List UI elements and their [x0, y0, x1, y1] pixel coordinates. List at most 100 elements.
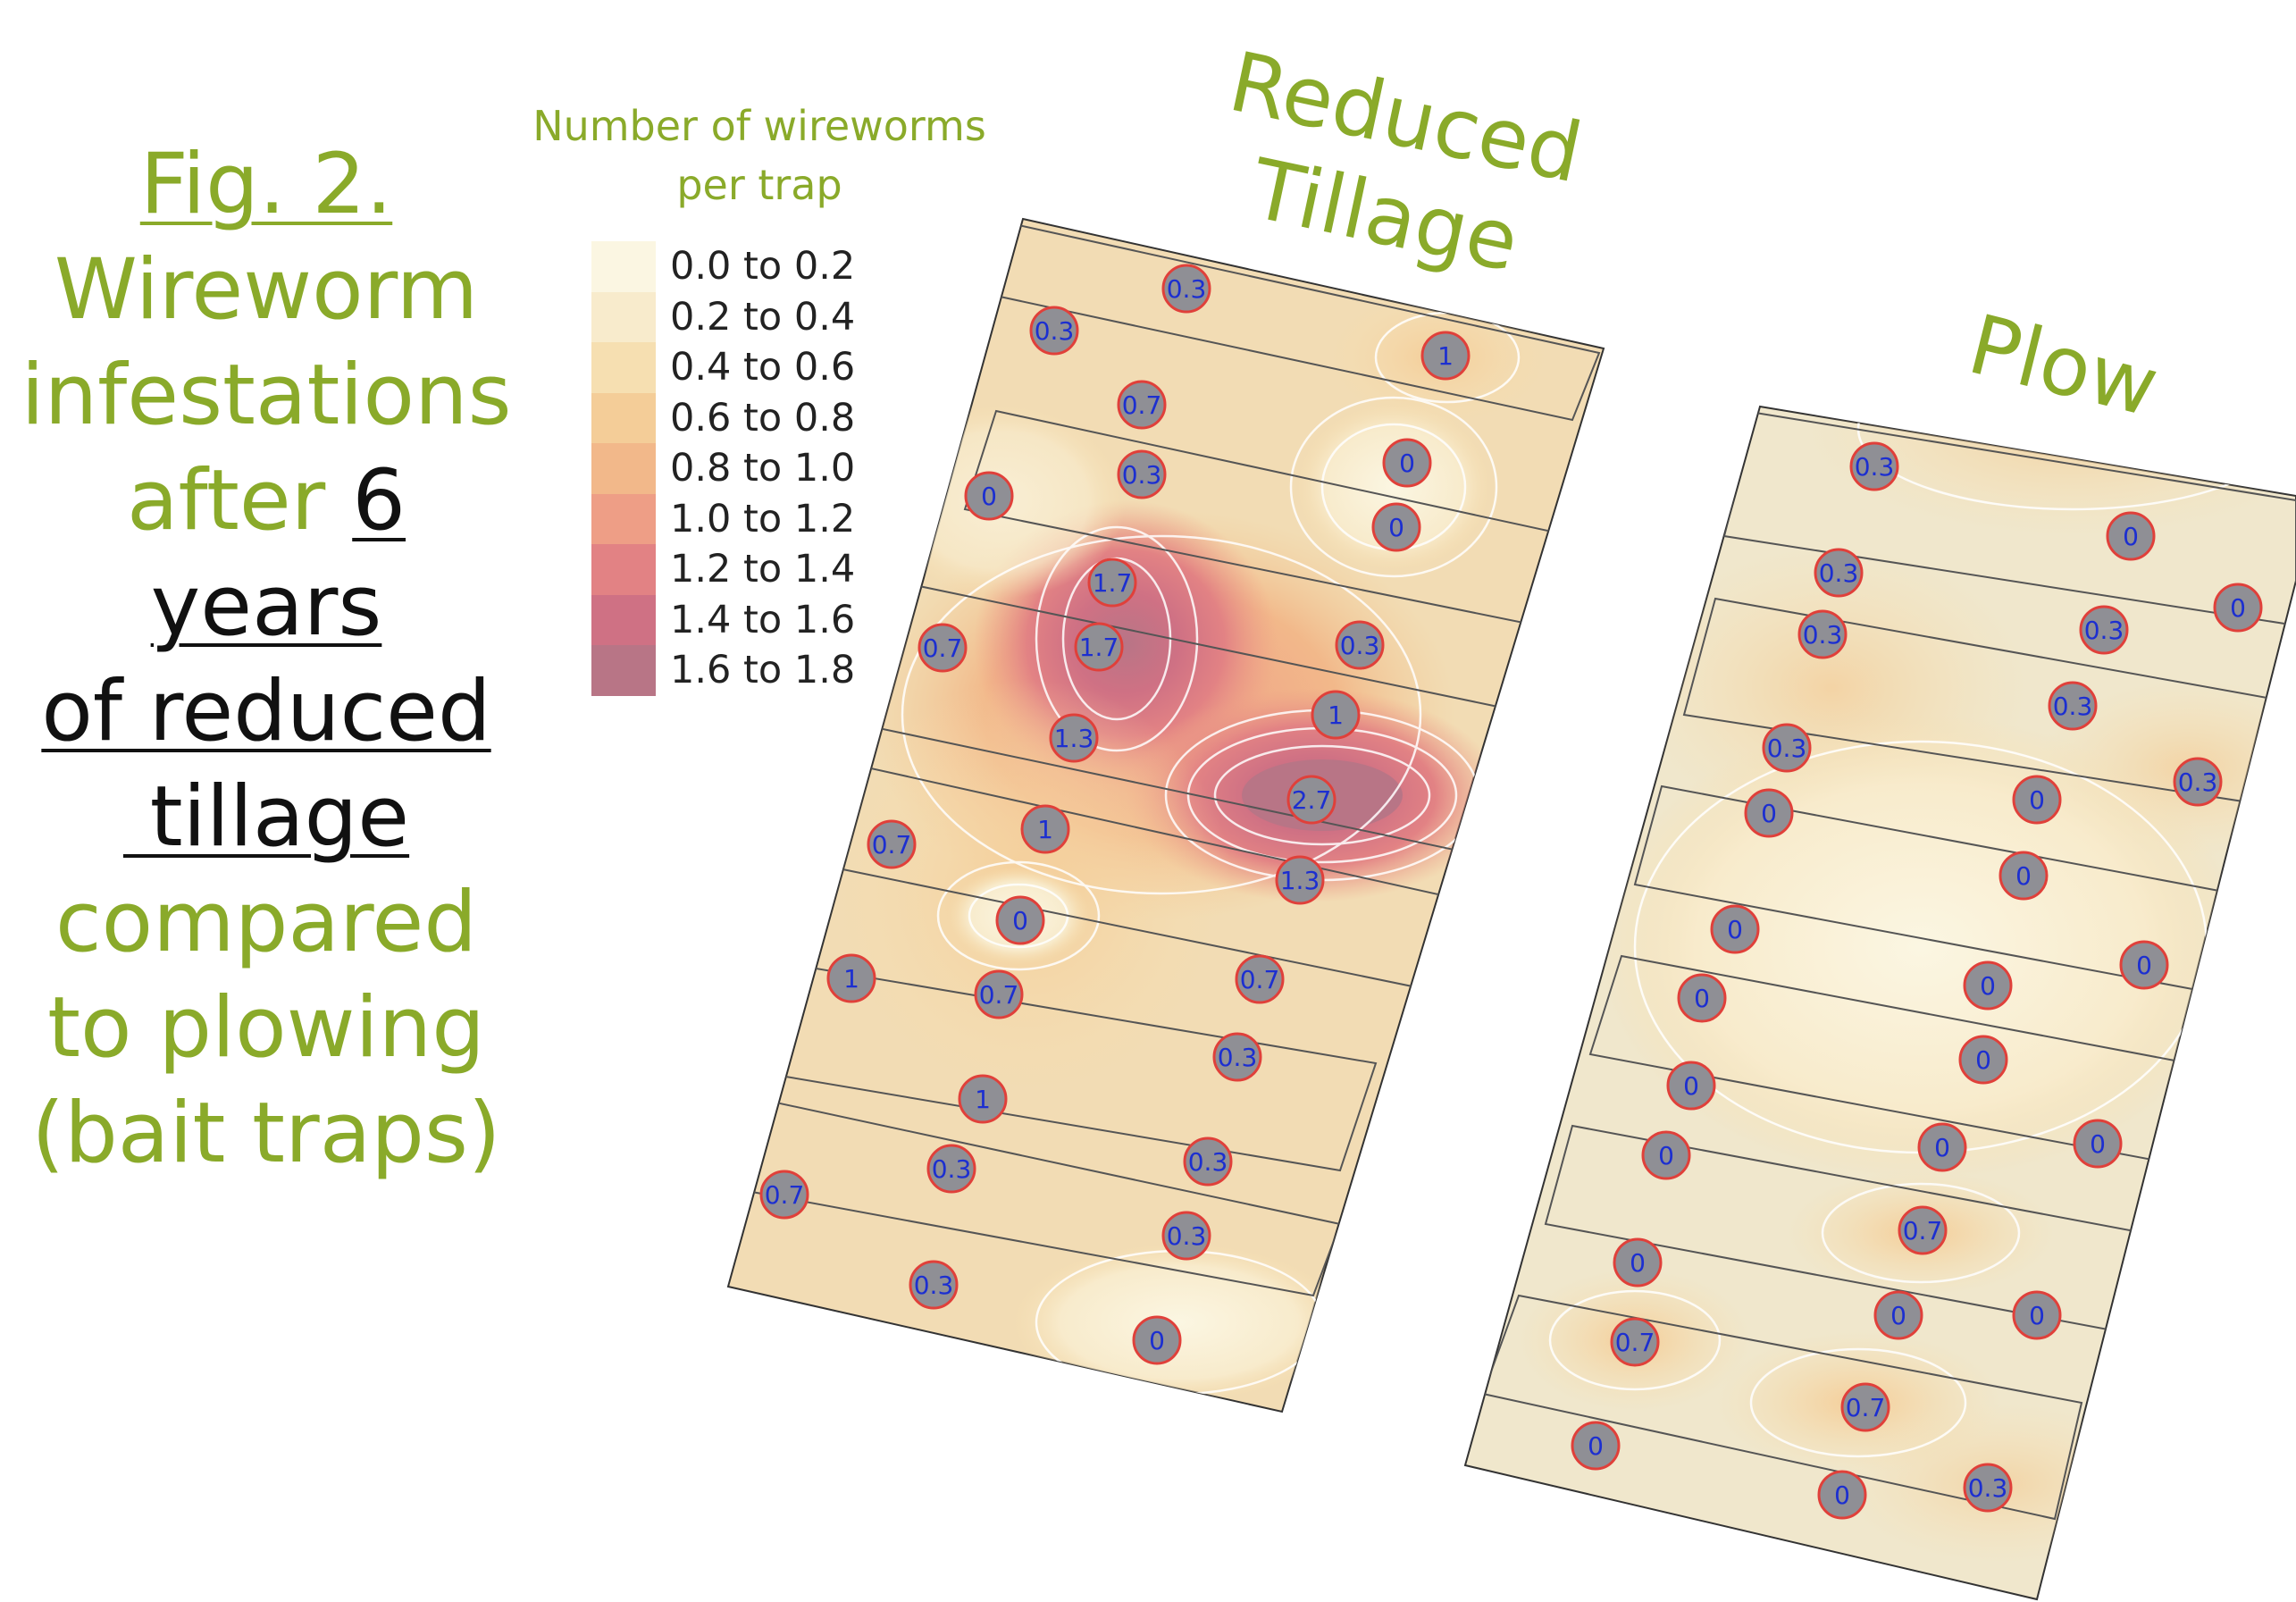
trap-count-label: 0: [1761, 799, 1777, 828]
legend-entry: 1.4 to 1.6: [591, 594, 856, 645]
reduced-tillage-map: 0.3 0.3 1 0.7 0.3 0 0 0 1.7 1.7 0.3 0.7 1 1.3 2.7 0.7 1 1…: [726, 217, 1605, 1413]
trap-marker: [1087, 558, 1137, 608]
trap-count-label: 0: [2230, 593, 2246, 623]
trap-marker: [2173, 757, 2223, 807]
trap-marker: [1849, 441, 1899, 491]
trap-count-label: 2.7: [1292, 785, 1332, 815]
trap-count-label: 0: [1727, 915, 1743, 944]
trap-count-label: 0.3: [1819, 558, 1859, 588]
trap-marker: [867, 819, 917, 869]
trap-marker: [1817, 1470, 1867, 1520]
trap-count-label: 0.3: [1855, 452, 1895, 482]
trap-marker: [1311, 690, 1361, 740]
trap-count-label: 0: [2029, 785, 2045, 815]
trap-count-label: 0: [1683, 1071, 1699, 1101]
trap-marker: [1613, 1237, 1663, 1287]
trap-count-label: 0.7: [1846, 1393, 1886, 1422]
figure-caption: Fig. 2. Wireworm infestations after 6 ye…: [16, 132, 516, 1187]
trap-marker: [1999, 851, 2049, 901]
legend-entry: 1.6 to 1.8: [591, 645, 855, 696]
trap-marker: [1873, 1290, 1923, 1340]
trap-marker: [1161, 264, 1211, 314]
trap-count-label: 1: [1328, 700, 1344, 730]
trap-marker: [1371, 502, 1421, 552]
caption-line: compared: [54, 874, 478, 971]
trap-count-label: 0: [1012, 906, 1028, 935]
trap-marker: [1020, 804, 1070, 854]
trap-count-label: 0: [1630, 1248, 1646, 1278]
trap-count-label: 0.7: [979, 980, 1019, 1010]
legend-entry: 0.6 to 0.8: [591, 392, 855, 443]
trap-count-label: 0.7: [1615, 1328, 1655, 1357]
legend-entry: 0.0 to 0.2: [591, 241, 855, 292]
caption-emphasis: 6 years: [150, 452, 406, 655]
trap-count-label: 0.3: [1968, 1473, 2008, 1503]
trap-marker: [2213, 583, 2263, 633]
trap-count-label: 0.3: [1803, 620, 1843, 650]
trap-marker: [1183, 1136, 1233, 1187]
trap-marker: [1898, 1205, 1948, 1255]
trap-marker: [1335, 620, 1385, 670]
trap-count-label: 0: [2015, 861, 2032, 891]
trap-count-label: 0.3: [914, 1271, 954, 1300]
legend-label: 0.2 to 0.4: [670, 294, 856, 340]
legend-label: 1.2 to 1.4: [670, 547, 856, 592]
trap-marker: [926, 1144, 976, 1194]
trap-marker: [1382, 438, 1432, 488]
figure-number: Fig. 2.: [139, 136, 393, 233]
trap-marker: [1235, 954, 1285, 1004]
legend-title: Number of wireworms per trap: [532, 102, 986, 209]
trap-count-label: 1: [1037, 815, 1053, 844]
trap-marker: [1212, 1032, 1262, 1082]
trap-count-label: 0.3: [1188, 1147, 1228, 1177]
legend-swatch: [591, 392, 656, 443]
trap-marker: [1917, 1122, 1967, 1172]
legend-entry: 1.0 to 1.2: [591, 493, 856, 544]
trap-marker: [2012, 775, 2062, 825]
trap-count-label: 0: [2136, 951, 2152, 980]
trap-marker: [1286, 775, 1337, 825]
trap-marker: [1029, 306, 1079, 356]
legend-swatch: [591, 443, 656, 494]
trap-count-label: 0.7: [1240, 965, 1280, 994]
trap-count-label: 0: [981, 482, 997, 511]
caption-line: (bait traps): [31, 1085, 501, 1182]
legend-label: 1.0 to 1.2: [670, 496, 856, 541]
trap-count-label: 0: [1149, 1326, 1165, 1355]
legend-label: 1.6 to 1.8: [670, 648, 856, 693]
trap-count-label: 1: [975, 1085, 991, 1114]
trap-marker: [1814, 548, 1864, 598]
trap-marker: [759, 1170, 809, 1220]
caption-line: after: [126, 452, 353, 549]
trap-count-label: 0.7: [1903, 1216, 1943, 1246]
trap-count-label: 0: [1834, 1480, 1850, 1510]
trap-count-label: 1.7: [1093, 568, 1133, 598]
trap-marker: [2048, 681, 2098, 731]
plow-map: 0.3 0 0.3 0 0.3 0.3 0.3 0.3 0.3 0 0 0 0 0 0 0 0 0 0 0 0 0.7 0 0…: [1463, 405, 2296, 1601]
trap-marker: [1762, 723, 1812, 773]
trap-marker: [1117, 449, 1167, 499]
trap-count-label: 0: [1934, 1133, 1950, 1162]
trap-count-label: 0.3: [2084, 616, 2124, 645]
trap-count-label: 0: [1399, 449, 1415, 478]
trap-count-label: 0.3: [2053, 692, 2093, 721]
legend-label: 1.4 to 1.6: [670, 597, 856, 642]
trap-marker: [1420, 331, 1471, 381]
trap-count-label: 0.3: [1218, 1043, 1258, 1072]
trap-marker: [1797, 609, 1848, 659]
trap-marker: [2119, 940, 2169, 990]
trap-marker: [1161, 1211, 1211, 1261]
trap-marker: [909, 1260, 959, 1310]
trap-marker: [2079, 605, 2129, 655]
trap-count-label: 0: [2090, 1129, 2106, 1159]
trap-count-label: 0.3: [1167, 1221, 1207, 1251]
trap-marker: [1275, 855, 1325, 905]
trap-count-label: 0.3: [1122, 460, 1162, 490]
trap-marker: [974, 969, 1024, 1019]
trap-marker: [995, 895, 1045, 945]
trap-marker: [2073, 1119, 2123, 1169]
trap-count-label: 0.3: [1167, 274, 1207, 304]
trap-marker: [958, 1074, 1008, 1124]
trap-count-label: 0: [1588, 1431, 1604, 1461]
trap-marker: [1666, 1061, 1716, 1111]
